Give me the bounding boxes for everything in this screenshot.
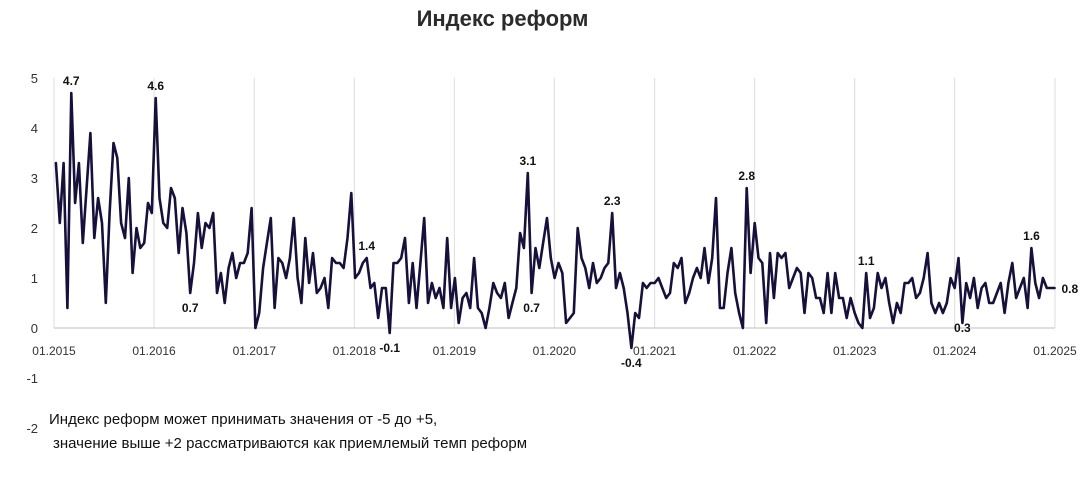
y-tick-label: 3	[31, 171, 38, 186]
data-label: 4.7	[63, 74, 80, 88]
data-label: 1.6	[1023, 229, 1040, 243]
data-label: 2.8	[738, 169, 755, 183]
series	[54, 91, 1056, 350]
x-tick-label: 01.2024	[933, 344, 977, 358]
data-label: -0.1	[379, 341, 400, 355]
y-tick-label: 2	[31, 221, 38, 236]
data-label: 1.1	[858, 254, 875, 268]
x-tick-label: 01.2025	[1033, 344, 1077, 358]
x-tick-label: 01.2017	[233, 344, 277, 358]
note-line-2: значение выше +2 рассматриваются как при…	[53, 435, 528, 452]
data-label: 0.7	[523, 301, 540, 315]
data-labels: 4.7 4.6 0.7 1.4 -0.1 3.1 0.7 2.3 -0.4 2.8 1.1 0.3 1.…	[63, 74, 1079, 370]
x-tick-label: 01.2021	[633, 344, 677, 358]
x-tick-label: 01.2022	[733, 344, 777, 358]
x-tick-label: 01.2020	[533, 344, 577, 358]
x-tick-label: 01.2016	[132, 344, 176, 358]
y-tick-label: 4	[31, 121, 38, 136]
y-tick-label: 1	[31, 271, 38, 286]
data-label: 0.8	[1061, 282, 1078, 296]
data-label: 1.4	[358, 239, 375, 253]
y-tick-label: -1	[26, 371, 38, 386]
y-tick-label: 0	[31, 321, 38, 336]
data-label: 2.3	[604, 194, 621, 208]
x-tick-label: 01.2019	[433, 344, 477, 358]
x-tick-label: 01.2018	[333, 344, 377, 358]
data-label: 0.3	[954, 321, 971, 335]
series-line	[54, 91, 1056, 350]
axes: 01.2015 01.2016 01.2017 01.2018 01.2019 01.20…	[26, 71, 1077, 436]
y-tick-label: 5	[31, 71, 38, 86]
data-label: 3.1	[519, 154, 536, 168]
chart-title: Индекс реформ	[416, 6, 589, 31]
x-tick-label: 01.2015	[32, 344, 76, 358]
x-tick-label: 01.2023	[833, 344, 877, 358]
data-label: 4.6	[147, 79, 164, 93]
note-line-1: Индекс реформ может принимать значения о…	[49, 411, 438, 428]
y-tick-label: -2	[26, 421, 38, 436]
data-label: -0.4	[621, 356, 642, 370]
data-label: 0.7	[182, 301, 199, 315]
